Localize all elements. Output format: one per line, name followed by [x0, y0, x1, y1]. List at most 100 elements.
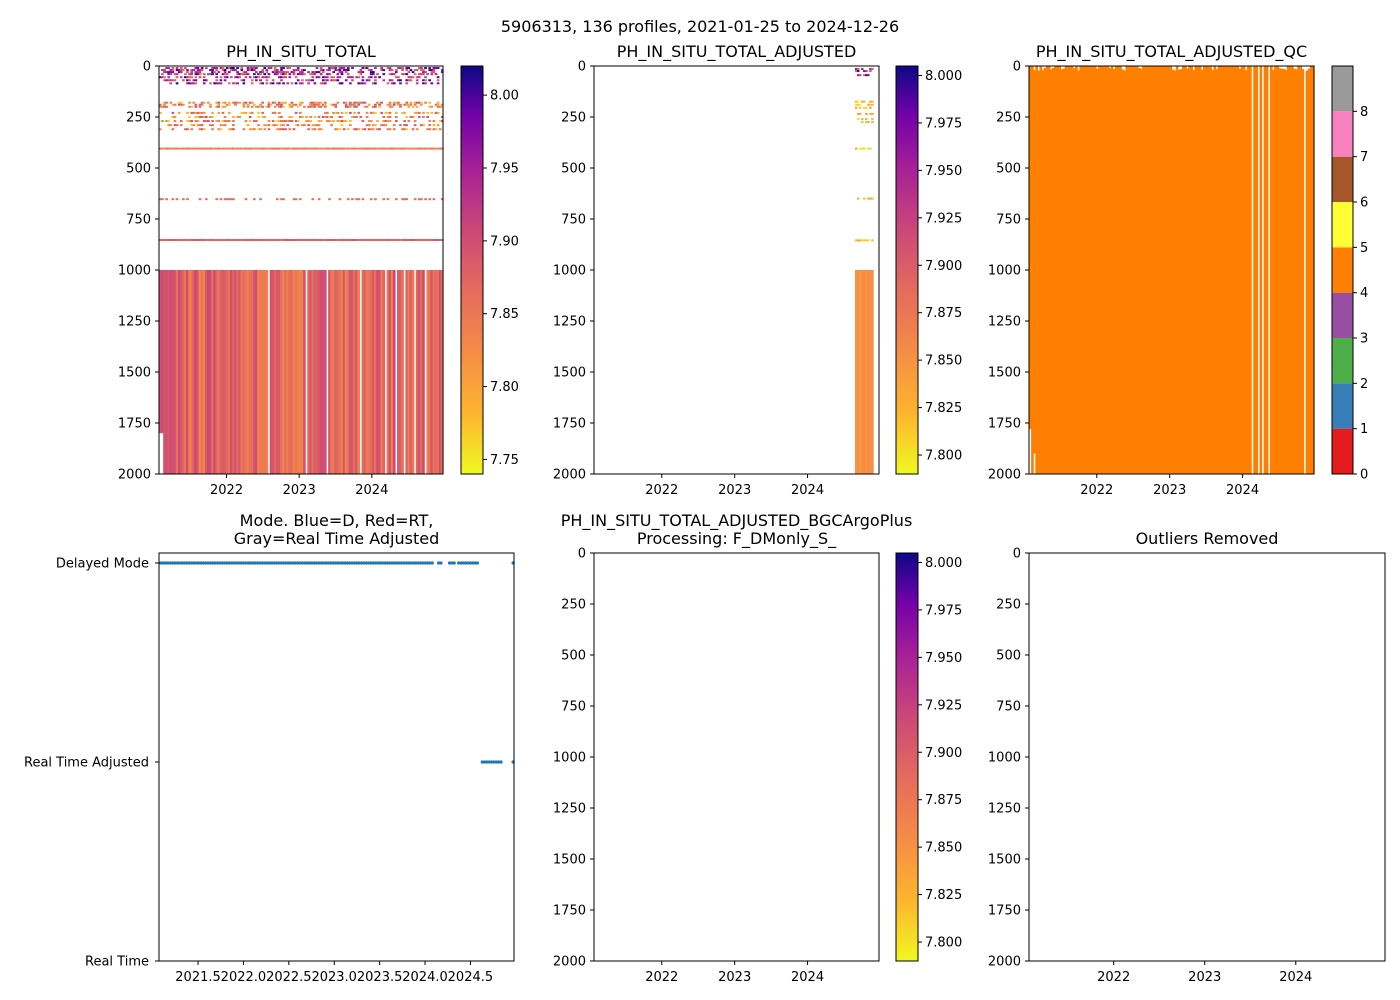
p1-sample [296, 124, 300, 127]
p2-profile-deep [865, 270, 868, 474]
p1-sample [159, 238, 162, 241]
p1-sample [315, 71, 319, 74]
p1-sample [359, 71, 363, 74]
p4-point [194, 561, 198, 565]
p1-sample [280, 69, 283, 72]
p1-sample [232, 69, 235, 72]
p1-sample [225, 147, 229, 150]
p1-sample [181, 198, 185, 201]
p1-sample [186, 198, 189, 201]
p1-sample [194, 103, 198, 106]
p4-point [338, 561, 342, 565]
p1-sample [294, 120, 298, 123]
p1-sample [290, 101, 294, 104]
p4-point [201, 561, 205, 565]
p1-sample [357, 238, 361, 241]
p1-sample [298, 147, 302, 150]
p1-sample [217, 238, 221, 241]
p1-sample [359, 238, 363, 241]
p1-sample [196, 73, 200, 76]
p1-sample [390, 105, 394, 108]
p1-sample [317, 120, 321, 123]
p1-sample [242, 71, 246, 74]
p1-sample [361, 128, 365, 131]
p1-sample [405, 69, 409, 72]
p1-sample [290, 120, 294, 123]
p3-qc-column [1031, 66, 1034, 474]
p4-point [439, 561, 443, 565]
p1-sample [340, 147, 344, 150]
p1-sample [309, 79, 313, 82]
p1-sample [242, 103, 246, 106]
p3-qc-column [1039, 66, 1043, 474]
p1-sample [269, 103, 273, 106]
p1-sample [394, 76, 398, 79]
p1-sample [426, 147, 429, 150]
p1-sample [313, 101, 317, 104]
p1-sample [290, 105, 294, 108]
p1-sample [202, 115, 206, 118]
p1-sample [438, 128, 442, 131]
p1-sample [313, 238, 317, 241]
p3-qc-column [1081, 66, 1085, 474]
p1-sample [328, 147, 331, 150]
p1-sample [240, 147, 244, 150]
p1-sample [232, 147, 235, 150]
p4-point [234, 561, 238, 565]
p1-sample [397, 67, 400, 70]
p1-sample [165, 71, 168, 74]
p1-sample [159, 111, 162, 114]
p2-sample [871, 103, 874, 106]
p3-qc-column [1163, 66, 1166, 474]
p1-sample [221, 124, 225, 127]
p1-sample [248, 111, 252, 114]
p1-sample [296, 147, 300, 150]
p1-profile-deep [232, 270, 235, 474]
p4-point [310, 561, 314, 565]
p1-sample [232, 198, 235, 201]
p1-sample [351, 103, 354, 106]
p5-colorbar-tick-label: 7.825 [925, 888, 962, 903]
p2-sample [861, 121, 864, 124]
p1-sample [230, 198, 233, 201]
p4-point [317, 561, 321, 565]
p1-sample [305, 120, 308, 123]
p1-sample [211, 124, 214, 127]
p1-sample [436, 101, 440, 104]
p1-sample [415, 238, 419, 241]
p4-point [492, 760, 496, 764]
p1-sample [273, 73, 277, 76]
p1-sample [415, 105, 419, 108]
p1-sample [284, 73, 287, 76]
p1-sample [232, 128, 235, 131]
p1-sample [240, 67, 244, 70]
p4-xtick-label: 2024.5 [448, 970, 494, 985]
p2-sample [854, 103, 858, 106]
p3-qc-column [1307, 68, 1311, 475]
p1-sample [250, 79, 254, 82]
p1-sample [353, 128, 356, 131]
p1-sample [257, 76, 260, 79]
p1-sample [313, 115, 317, 118]
p1-sample [363, 238, 367, 241]
p1-sample [234, 82, 237, 85]
p1-sample [428, 124, 432, 127]
p1-sample [167, 76, 171, 79]
p1-sample [363, 67, 367, 70]
p1-sample [388, 120, 392, 123]
p1-sample [292, 73, 296, 76]
p1-sample [280, 128, 283, 131]
p2-sample [856, 74, 860, 77]
p1-sample [382, 198, 386, 201]
p1-sample [436, 103, 440, 106]
p3-qc-column [1117, 66, 1120, 474]
p1-sample [405, 128, 409, 131]
p1-sample [282, 76, 285, 79]
p1-sample [382, 124, 386, 127]
p1-sample [173, 147, 177, 150]
p4-point [390, 561, 394, 565]
p1-sample [242, 73, 246, 76]
p3-qc-column [1309, 66, 1313, 474]
p1-sample [204, 147, 208, 150]
p1-sample [424, 76, 427, 79]
